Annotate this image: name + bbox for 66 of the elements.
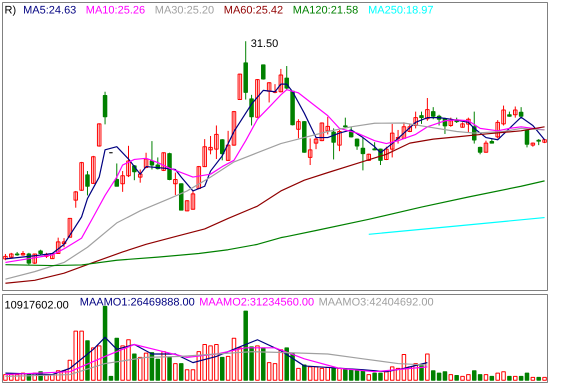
- candlestick: [425, 97, 430, 122]
- candlestick: [114, 162, 120, 187]
- bar: [331, 368, 336, 381]
- bar: [425, 354, 430, 381]
- bar: [530, 376, 536, 381]
- candlestick: [308, 138, 312, 166]
- candlestick: [266, 82, 272, 103]
- text: MAAMO3:42404692.00: [318, 296, 434, 308]
- bar: [296, 368, 301, 381]
- bar: [448, 374, 454, 381]
- bar: [178, 363, 184, 381]
- bar: [161, 351, 166, 381]
- annotation: 10917602.00: [4, 300, 69, 312]
- bar: [167, 356, 172, 381]
- text: MAAMO2:31234560.00: [199, 296, 314, 308]
- text: MA30:25.20: [154, 4, 214, 16]
- candlestick: [91, 155, 96, 184]
- candlestick: [68, 218, 72, 238]
- candlestick: [255, 78, 260, 118]
- text: MA250:18.97: [368, 4, 434, 16]
- text: MA120:21.58: [292, 4, 358, 16]
- candlestick: [296, 118, 301, 139]
- text: MA5:24.63: [23, 4, 76, 16]
- text: MA10:25.26: [86, 4, 146, 16]
- bar: [490, 376, 494, 381]
- candlestick: [484, 140, 488, 154]
- candlestick: [337, 129, 342, 152]
- bar: [173, 363, 178, 381]
- annotation: 31.50: [250, 38, 278, 50]
- candlestick: [513, 106, 518, 118]
- text: R): [4, 4, 16, 16]
- candlestick: [96, 122, 102, 148]
- candlestick: [413, 111, 418, 129]
- candlestick: [144, 152, 148, 169]
- candlestick: [448, 117, 454, 128]
- bar: [536, 376, 541, 381]
- text: MAAMO1:26469888.00: [80, 296, 195, 308]
- candlestick: [32, 253, 37, 265]
- bar: [255, 345, 260, 381]
- candlestick: [73, 190, 78, 208]
- bar: [220, 356, 225, 381]
- candlestick: [173, 172, 178, 196]
- bar: [542, 376, 547, 381]
- candlestick: [79, 161, 84, 192]
- candlestick: [238, 73, 242, 100]
- candlestick: [85, 170, 90, 196]
- candlestick: [249, 94, 254, 126]
- candlestick: [220, 138, 225, 161]
- bar: [484, 374, 488, 381]
- text: MA60:25.42: [224, 4, 284, 16]
- bar: [366, 374, 372, 381]
- bar: [513, 376, 518, 381]
- candlestick: [102, 91, 108, 125]
- bar: [507, 376, 512, 381]
- candlestick: [360, 137, 366, 171]
- bar: [261, 347, 266, 381]
- bar: [419, 365, 424, 381]
- bar: [302, 364, 307, 381]
- candlestick: [161, 152, 166, 172]
- candlestick: [419, 111, 424, 124]
- bar: [337, 368, 342, 381]
- bar: [454, 374, 459, 381]
- bar: [132, 354, 137, 381]
- bar: [32, 372, 37, 381]
- candlestick: [524, 128, 530, 148]
- candlestick: [138, 168, 142, 184]
